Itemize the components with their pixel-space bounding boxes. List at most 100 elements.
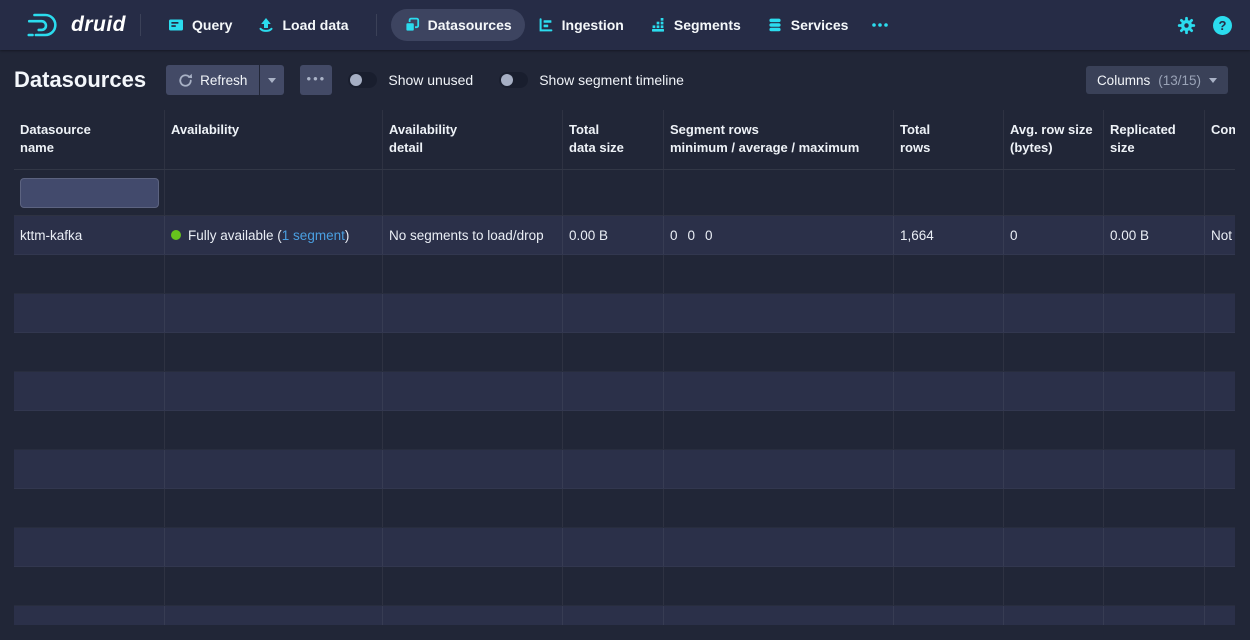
nav-tab-label: Load data (282, 17, 348, 33)
nav-tab-label: Segments (674, 17, 741, 33)
empty-cell (664, 450, 894, 488)
empty-cell (664, 528, 894, 566)
empty-cell (14, 450, 165, 488)
empty-cell (165, 411, 383, 449)
empty-cell (1004, 450, 1104, 488)
cell-availability-detail: No segments to load/drop (383, 216, 563, 254)
empty-table-row (14, 255, 1235, 294)
cell-availability: Fully available ( 1 segment ) (165, 216, 383, 254)
empty-cell (1104, 411, 1205, 449)
nav-tab-datasources[interactable]: Datasources (391, 9, 525, 41)
nav-tab-query[interactable]: Query (155, 9, 245, 41)
chevron-down-icon (268, 78, 276, 83)
empty-cell (1004, 411, 1104, 449)
empty-cell (894, 567, 1004, 605)
help-button[interactable]: ? (1213, 16, 1232, 35)
load-data-icon (258, 17, 274, 33)
empty-cell (1104, 606, 1205, 625)
toolbar: Datasources Refresh ••• Show unused Show… (0, 50, 1250, 110)
column-header-segment-rows[interactable]: Segment rows minimum / average / maximum (664, 110, 894, 169)
empty-cell (1205, 333, 1235, 371)
empty-cell (894, 255, 1004, 293)
empty-cell (1205, 567, 1235, 605)
cell-datasource-name: kttm-kafka (14, 216, 165, 254)
column-header-total-data-size[interactable]: Total data size (563, 110, 664, 169)
empty-cell (563, 333, 664, 371)
table-body: kttm-kafka Fully available ( 1 segment )… (14, 216, 1235, 625)
column-header-datasource-name[interactable]: Datasource name (14, 110, 165, 169)
empty-cell (894, 528, 1004, 566)
empty-cell (165, 294, 383, 332)
empty-table-row (14, 567, 1235, 606)
nav-divider (376, 14, 377, 36)
empty-cell (664, 567, 894, 605)
column-header-avg-row-size[interactable]: Avg. row size (bytes) (1004, 110, 1104, 169)
show-unused-toggle[interactable]: Show unused (348, 72, 473, 88)
column-header-total-rows[interactable]: Total rows (894, 110, 1004, 169)
more-actions-button[interactable]: ••• (300, 65, 332, 95)
empty-cell (383, 606, 563, 625)
empty-cell (14, 489, 165, 527)
nav-tab-segments[interactable]: Segments (637, 9, 754, 41)
show-segment-timeline-toggle[interactable]: Show segment timeline (499, 72, 684, 88)
empty-cell (1004, 606, 1104, 625)
empty-cell (383, 528, 563, 566)
settings-button[interactable] (1177, 16, 1196, 35)
datasource-name-filter-input[interactable] (20, 178, 159, 208)
empty-cell (1205, 450, 1235, 488)
empty-cell (1205, 294, 1235, 332)
empty-cell (1004, 294, 1104, 332)
empty-cell (563, 411, 664, 449)
empty-table-row (14, 450, 1235, 489)
refresh-button[interactable]: Refresh (166, 65, 259, 95)
nav-tab-ingestion[interactable]: Ingestion (525, 9, 637, 41)
empty-cell (383, 450, 563, 488)
empty-cell (14, 411, 165, 449)
navbar: druid Query Load data Da (0, 0, 1250, 50)
empty-cell (1205, 411, 1235, 449)
empty-cell (664, 294, 894, 332)
show-unused-label: Show unused (388, 72, 473, 88)
table-row: kttm-kafka Fully available ( 1 segment )… (14, 216, 1235, 255)
nav-tab-services[interactable]: Services (754, 9, 862, 41)
druid-logo[interactable]: druid (24, 10, 126, 40)
cell-total-data-size: 0.00 B (563, 216, 664, 254)
nav-tab-label: Query (192, 17, 232, 33)
segments-icon (650, 17, 666, 33)
gear-icon (1177, 16, 1196, 35)
empty-cell (14, 294, 165, 332)
column-header-availability-detail[interactable]: Availability detail (383, 110, 563, 169)
column-header-compaction[interactable]: Compaction (1205, 110, 1235, 169)
column-header-replicated-size[interactable]: Replicated size (1104, 110, 1205, 169)
empty-cell (664, 606, 894, 625)
empty-cell (165, 333, 383, 371)
empty-cell (563, 255, 664, 293)
empty-cell (14, 567, 165, 605)
nav-tab-label: Datasources (428, 17, 512, 33)
empty-cell (664, 411, 894, 449)
services-icon (767, 17, 783, 33)
empty-cell (1205, 372, 1235, 410)
segment-count-link[interactable]: 1 segment (282, 228, 345, 243)
empty-cell (664, 372, 894, 410)
empty-cell (563, 489, 664, 527)
empty-cell (14, 606, 165, 625)
empty-cell (664, 489, 894, 527)
empty-cell (383, 411, 563, 449)
empty-cell (165, 255, 383, 293)
empty-cell (1104, 489, 1205, 527)
cell-compaction: Not enabled (1205, 216, 1235, 254)
empty-cell (894, 489, 1004, 527)
page-title: Datasources (14, 67, 146, 93)
nav-more-button[interactable] (861, 22, 899, 28)
empty-table-row (14, 333, 1235, 372)
ingestion-icon (538, 17, 554, 33)
empty-cell (1205, 489, 1235, 527)
help-icon: ? (1213, 16, 1232, 35)
column-header-availability[interactable]: Availability (165, 110, 383, 169)
columns-dropdown-button[interactable]: Columns (13/15) (1086, 66, 1228, 94)
refresh-dropdown-button[interactable] (260, 65, 284, 95)
nav-tab-load-data[interactable]: Load data (245, 9, 361, 41)
brand-name: druid (71, 13, 126, 37)
empty-cell (1205, 528, 1235, 566)
